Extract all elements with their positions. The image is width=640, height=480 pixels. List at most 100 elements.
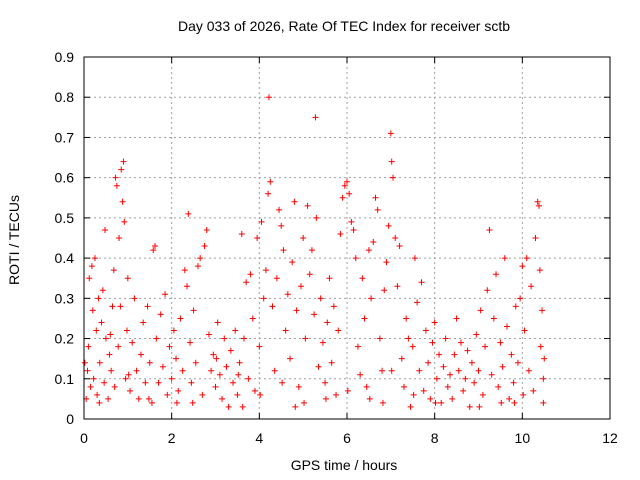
- data-point: [387, 130, 394, 137]
- data-point: [528, 283, 535, 290]
- data-point: [89, 307, 96, 314]
- data-point: [98, 319, 105, 326]
- data-point: [420, 387, 427, 394]
- data-point: [326, 275, 333, 282]
- data-point: [510, 379, 517, 386]
- data-point: [475, 367, 482, 374]
- data-point: [166, 343, 173, 350]
- data-point: [396, 243, 403, 250]
- data-point: [350, 226, 357, 233]
- data-point: [468, 359, 475, 366]
- data-point: [291, 198, 298, 205]
- data-point: [90, 375, 97, 382]
- data-point: [265, 190, 272, 197]
- data-point: [311, 311, 318, 318]
- data-point: [403, 315, 410, 322]
- data-point: [418, 279, 425, 286]
- data-point: [532, 235, 539, 241]
- data-point: [213, 355, 220, 362]
- data-point: [520, 391, 527, 398]
- data-point: [194, 263, 201, 270]
- data-point: [153, 335, 160, 342]
- data-point: [122, 375, 129, 382]
- x-tick-label: 8: [431, 430, 439, 446]
- data-point: [493, 271, 500, 278]
- data-point: [112, 174, 119, 181]
- data-point: [374, 206, 381, 213]
- data-point: [105, 395, 112, 402]
- data-point: [91, 255, 98, 262]
- data-point: [503, 323, 510, 330]
- data-point: [361, 315, 368, 322]
- data-point: [370, 239, 377, 246]
- data-point: [201, 243, 208, 250]
- data-point: [300, 235, 307, 241]
- data-point: [232, 327, 239, 334]
- data-point: [179, 367, 186, 374]
- data-point: [110, 267, 117, 274]
- y-tick-label: 0.5: [55, 210, 75, 226]
- data-point: [177, 315, 184, 322]
- data-point: [317, 295, 324, 302]
- data-point: [187, 339, 194, 346]
- data-point: [363, 383, 370, 390]
- data-point: [482, 343, 489, 350]
- axis-ticks: 0 0.1 0.2 0.3 0.4 0.5 0.6 0.7 0.8 0.9 0 2 4 6 8 10 12: [55, 49, 618, 446]
- y-tick-label: 0.8: [55, 89, 75, 105]
- data-point: [262, 267, 269, 274]
- data-point: [383, 259, 390, 266]
- data-point: [93, 327, 100, 334]
- x-tick-label: 2: [168, 430, 176, 446]
- data-point: [497, 339, 504, 346]
- data-point: [322, 379, 329, 386]
- data-point: [506, 395, 513, 402]
- data-point: [427, 395, 434, 402]
- data-point: [359, 275, 366, 282]
- data-point: [249, 315, 256, 322]
- data-point: [214, 319, 221, 326]
- data-point: [322, 395, 329, 402]
- data-point: [541, 355, 548, 362]
- data-point: [339, 194, 346, 201]
- data-point: [471, 379, 478, 386]
- data-point: [422, 327, 429, 334]
- data-point: [221, 335, 228, 342]
- data-point: [111, 383, 118, 390]
- data-point: [173, 355, 180, 362]
- data-point: [409, 343, 416, 350]
- data-point: [348, 218, 355, 225]
- data-point: [251, 387, 258, 394]
- data-point: [525, 367, 532, 374]
- data-point: [216, 371, 223, 378]
- data-point: [512, 303, 519, 310]
- data-point: [514, 359, 521, 366]
- data-point: [306, 271, 313, 278]
- data-point: [530, 387, 537, 394]
- data-point: [315, 363, 322, 370]
- data-point: [145, 395, 152, 402]
- data-point: [381, 287, 388, 294]
- data-point: [379, 399, 386, 406]
- data-point: [357, 371, 364, 378]
- data-point: [411, 255, 418, 262]
- data-point: [344, 387, 351, 394]
- data-point: [453, 315, 460, 322]
- data-point: [227, 347, 234, 354]
- data-point: [287, 355, 294, 362]
- data-point: [433, 375, 440, 382]
- data-point: [410, 391, 417, 398]
- data-point: [96, 399, 103, 406]
- data-point: [388, 367, 395, 374]
- data-point: [257, 391, 264, 398]
- data-point: [113, 182, 120, 189]
- data-point: [425, 359, 432, 366]
- data-point: [273, 275, 280, 282]
- data-point: [436, 351, 443, 358]
- data-point: [157, 311, 164, 318]
- data-point: [282, 327, 289, 334]
- data-point: [335, 327, 342, 334]
- x-tick-label: 0: [80, 430, 88, 446]
- data-point: [164, 391, 171, 398]
- data-point: [449, 395, 456, 402]
- data-point: [498, 399, 505, 406]
